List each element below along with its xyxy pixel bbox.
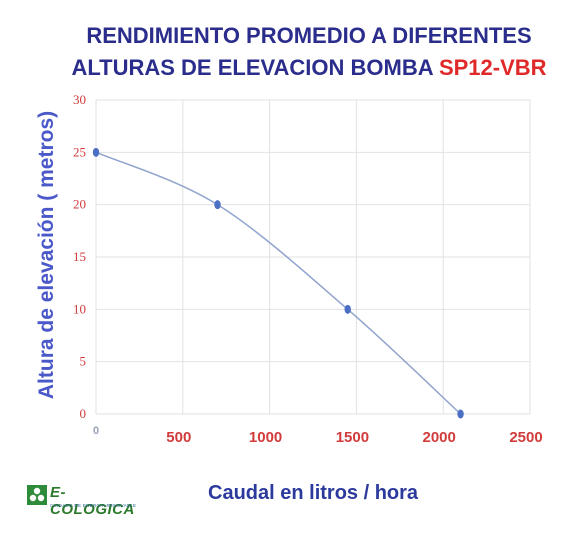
x-tick-labels: 0 500 1000 1500 2000 2500 <box>93 425 543 446</box>
x-tick-label: 1000 <box>249 429 282 446</box>
y-tick-label: 30 <box>73 92 86 107</box>
y-tick-labels: 0 5 10 15 20 25 30 <box>73 92 86 421</box>
series-line <box>95 151 462 415</box>
x-tick-label: 0 <box>93 425 99 437</box>
data-point <box>92 147 100 157</box>
data-point <box>457 409 464 419</box>
chart-title-line2-text: ALTURAS DE ELEVACION BOMBA <box>71 55 433 80</box>
pump-model: SP12-VBR <box>438 55 547 80</box>
y-axis-label: Altura de elevación ( metros) <box>35 110 58 400</box>
y-tick-label: 0 <box>80 406 87 421</box>
logo-tagline: CUIDADO DE ENERGIA RENOVABLE <box>50 503 137 508</box>
y-tick-label: 25 <box>73 144 86 159</box>
y-tick-label: 10 <box>73 301 86 316</box>
chart-title-line1: RENDIMIENTO PROMEDIO A DIFERENTES <box>86 23 532 48</box>
y-tick-label: 15 <box>73 249 86 264</box>
logo-name: E-COLOGICA <box>50 484 135 518</box>
x-tick-label: 2500 <box>509 429 542 446</box>
x-axis-label: Caudal en litros / hora <box>208 482 419 504</box>
data-points <box>92 147 464 419</box>
x-tick-label: 2000 <box>423 429 456 446</box>
chart-title: RENDIMIENTO PROMEDIO A DIFERENTES ALTURA… <box>0 20 582 84</box>
y-tick-label: 20 <box>73 197 86 212</box>
leaf-icon <box>27 485 47 505</box>
chart-title-line2: ALTURAS DE ELEVACION BOMBA SP12-VBR <box>0 52 582 84</box>
data-point <box>344 304 351 314</box>
grid <box>95 99 531 415</box>
x-tick-label: 1500 <box>336 429 369 446</box>
data-point <box>214 200 221 210</box>
company-logo: E-COLOGICA CUIDADO DE ENERGIA RENOVABLE <box>26 482 146 518</box>
y-tick-label: 5 <box>80 354 87 369</box>
x-tick-label: 500 <box>166 429 191 446</box>
